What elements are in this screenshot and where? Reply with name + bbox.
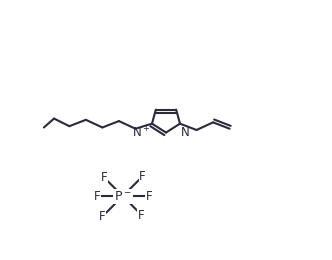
Text: N: N [181,126,190,139]
Text: P$^-$: P$^-$ [114,190,131,203]
Text: F: F [145,190,152,203]
Text: F: F [99,210,105,223]
Text: F: F [139,170,146,183]
Text: N$^+$: N$^+$ [132,126,151,141]
Text: F: F [101,171,108,184]
Text: F: F [94,190,100,203]
Text: F: F [138,209,144,222]
